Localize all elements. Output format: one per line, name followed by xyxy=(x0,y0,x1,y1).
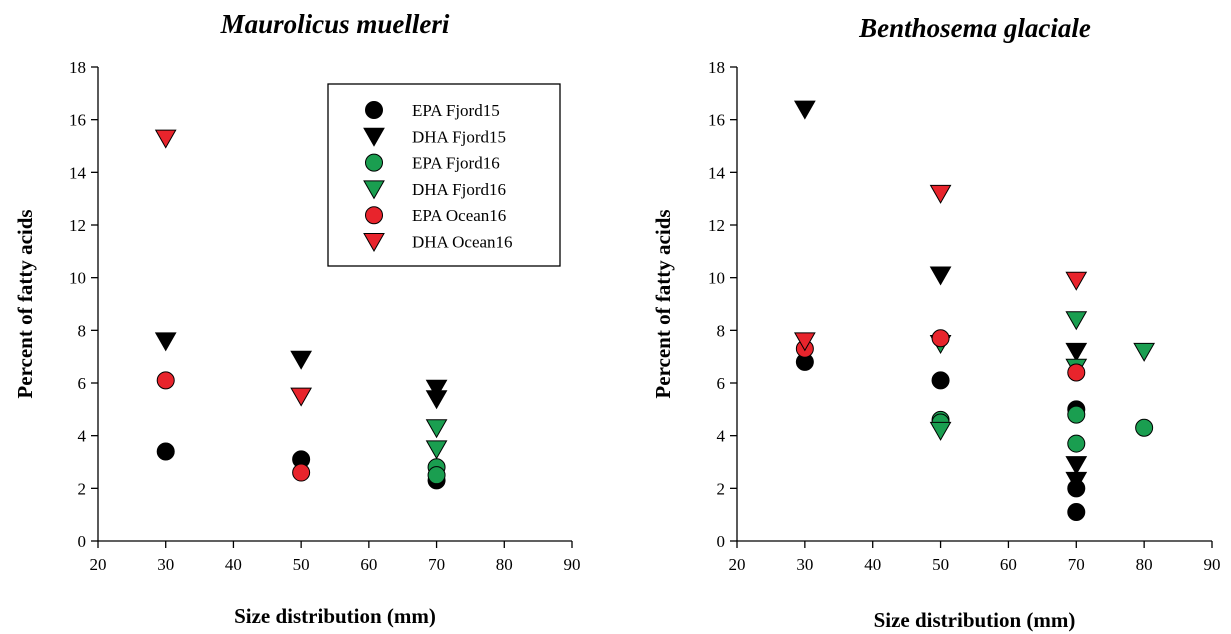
triangle-point xyxy=(929,184,952,204)
x-tick-label: 70 xyxy=(428,555,445,574)
y-tick-label: 0 xyxy=(78,532,87,551)
series-dha-fjord15 xyxy=(793,100,1088,491)
circle-point xyxy=(931,329,950,348)
series-epa-fjord16 xyxy=(931,405,1154,453)
y-tick-label: 12 xyxy=(69,216,86,235)
x-tick-label: 50 xyxy=(932,555,949,574)
x-tick-label: 70 xyxy=(1068,555,1085,574)
y-tick-label: 4 xyxy=(78,427,87,446)
triangle-point xyxy=(929,421,952,441)
circle-point xyxy=(1135,418,1154,437)
circle-point xyxy=(156,442,175,461)
y-tick-label: 6 xyxy=(78,374,87,393)
y-tick-label: 8 xyxy=(717,321,726,340)
circle-point xyxy=(156,371,175,390)
legend-label: DHA Ocean16 xyxy=(412,233,513,252)
y-tick-label: 16 xyxy=(69,111,86,130)
x-tick-label: 60 xyxy=(360,555,377,574)
triangle-point xyxy=(1065,471,1088,491)
triangle-point xyxy=(1065,311,1088,331)
x-tick-label: 30 xyxy=(796,555,813,574)
x-tick-label: 20 xyxy=(90,555,107,574)
legend-label: DHA Fjord16 xyxy=(412,180,506,199)
y-tick-label: 4 xyxy=(717,427,726,446)
circle-point xyxy=(1067,363,1086,382)
x-axis-label: Size distribution (mm) xyxy=(234,604,436,628)
x-axis-label: Size distribution (mm) xyxy=(874,608,1076,632)
x-tick-label: 40 xyxy=(225,555,242,574)
series-dha-ocean16 xyxy=(154,129,313,407)
legend-marker xyxy=(365,206,383,225)
series-dha-ocean16 xyxy=(793,184,1088,352)
series-epa-fjord16 xyxy=(427,458,446,485)
chart-title: Maurolicus muelleri xyxy=(220,9,450,39)
triangle-point xyxy=(793,100,816,120)
circle-point xyxy=(1067,503,1086,522)
legend: EPA Fjord15 DHA Fjord15 EPA Fjord16 DHA Fjo… xyxy=(327,83,561,267)
legend-marker xyxy=(365,101,383,119)
x-tick-label: 30 xyxy=(157,555,174,574)
y-tick-label: 14 xyxy=(69,163,87,182)
y-tick-label: 18 xyxy=(708,58,725,77)
y-tick-label: 2 xyxy=(717,479,726,498)
legend-marker xyxy=(363,233,385,253)
legend-marker xyxy=(365,153,383,172)
chart-panel-2: Benthosema glaciale 0 2 4 6 8 10 12 14 16 18 20 30 40… xyxy=(651,13,1221,632)
y-tick-label: 14 xyxy=(708,163,726,182)
triangle-point xyxy=(425,390,448,410)
legend-label: DHA Fjord15 xyxy=(412,127,506,146)
x-tick-label: 40 xyxy=(864,555,881,574)
series-epa-ocean16 xyxy=(156,371,311,482)
x-tick-label: 20 xyxy=(729,555,746,574)
series-dha-fjord16 xyxy=(425,419,448,460)
x-tick-label: 90 xyxy=(1204,555,1221,574)
x-tick-label: 50 xyxy=(293,555,310,574)
triangle-point xyxy=(154,332,177,352)
triangle-point xyxy=(1065,456,1088,476)
x-tick-label: 80 xyxy=(1136,555,1153,574)
triangle-point xyxy=(425,419,448,439)
y-tick-label: 2 xyxy=(78,479,87,498)
y-tick-label: 12 xyxy=(708,216,725,235)
legend-marker xyxy=(363,127,385,147)
y-axis-label: Percent of fatty acids xyxy=(651,209,675,398)
y-tick-label: 8 xyxy=(78,321,87,340)
y-axis-label: Percent of fatty acids xyxy=(13,209,37,398)
triangle-point xyxy=(1065,271,1088,291)
circle-point xyxy=(427,466,446,485)
series-epa-ocean16 xyxy=(795,329,1086,382)
chart-panel-1: Maurolicus muelleri 0 2 4 6 8 10 12 14 16 18 20 30 40… xyxy=(13,9,581,628)
series-dha-fjord15 xyxy=(154,332,448,410)
circle-point xyxy=(931,371,950,390)
x-tick-label: 90 xyxy=(564,555,581,574)
triangle-point xyxy=(1065,342,1088,362)
circle-point xyxy=(292,463,311,482)
legend-label: EPA Fjord15 xyxy=(412,101,500,120)
y-tick-label: 6 xyxy=(717,374,726,393)
circle-point xyxy=(1067,434,1086,453)
legend-label: EPA Fjord16 xyxy=(412,154,500,173)
x-tick-label: 60 xyxy=(1000,555,1017,574)
legend-label: EPA Ocean16 xyxy=(412,206,506,225)
legend-marker xyxy=(363,180,385,200)
triangle-point xyxy=(793,332,816,352)
x-tick-label: 80 xyxy=(496,555,513,574)
circle-point xyxy=(1067,405,1086,424)
y-tick-label: 18 xyxy=(69,58,86,77)
y-tick-label: 16 xyxy=(708,111,725,130)
y-tick-label: 0 xyxy=(717,532,726,551)
triangle-point xyxy=(1133,342,1156,362)
series-dha-fjord16 xyxy=(929,311,1156,441)
triangle-point xyxy=(290,387,313,407)
triangle-point xyxy=(425,379,448,399)
triangle-point xyxy=(290,350,313,370)
triangle-point xyxy=(154,129,177,149)
triangle-point xyxy=(425,440,448,460)
y-tick-label: 10 xyxy=(69,269,86,288)
triangle-point xyxy=(929,266,952,286)
y-tick-label: 10 xyxy=(708,269,725,288)
chart-title: Benthosema glaciale xyxy=(858,13,1091,43)
